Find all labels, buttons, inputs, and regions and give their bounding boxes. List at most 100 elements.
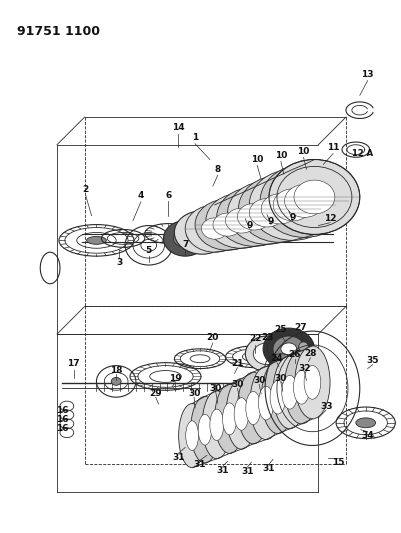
- Text: 12: 12: [323, 214, 336, 223]
- Text: 28: 28: [304, 349, 316, 358]
- Text: 22: 22: [248, 335, 261, 343]
- Ellipse shape: [253, 343, 280, 365]
- Text: 31: 31: [172, 453, 184, 462]
- Text: 17: 17: [67, 359, 80, 368]
- Ellipse shape: [185, 205, 244, 252]
- Ellipse shape: [303, 366, 320, 399]
- Text: 29: 29: [149, 389, 162, 398]
- Text: 19: 19: [169, 374, 181, 383]
- Text: 9: 9: [289, 213, 295, 222]
- Text: 16: 16: [56, 407, 68, 416]
- Ellipse shape: [209, 409, 223, 440]
- Ellipse shape: [237, 372, 268, 444]
- Ellipse shape: [214, 384, 244, 454]
- Text: 26: 26: [288, 350, 300, 359]
- Text: 18: 18: [109, 366, 122, 375]
- Text: 31: 31: [216, 466, 229, 475]
- Ellipse shape: [281, 375, 297, 409]
- Text: 3: 3: [116, 257, 122, 266]
- Text: 30: 30: [274, 374, 286, 383]
- Text: 13: 13: [360, 70, 373, 79]
- Ellipse shape: [225, 208, 257, 233]
- Ellipse shape: [194, 199, 259, 250]
- Text: 15: 15: [331, 458, 344, 467]
- Text: 32: 32: [298, 364, 310, 373]
- Ellipse shape: [245, 336, 288, 372]
- Ellipse shape: [202, 391, 231, 459]
- Ellipse shape: [86, 237, 106, 244]
- Ellipse shape: [238, 175, 320, 243]
- Text: 16: 16: [56, 424, 68, 433]
- Ellipse shape: [173, 230, 196, 247]
- Ellipse shape: [227, 181, 306, 244]
- Ellipse shape: [237, 204, 270, 230]
- Text: 30: 30: [252, 376, 265, 385]
- Ellipse shape: [186, 220, 217, 245]
- Circle shape: [298, 342, 308, 352]
- Text: 16: 16: [56, 415, 68, 424]
- Ellipse shape: [269, 381, 285, 414]
- Ellipse shape: [213, 213, 242, 236]
- Ellipse shape: [245, 391, 260, 425]
- Ellipse shape: [261, 361, 294, 434]
- Text: 31: 31: [193, 460, 206, 469]
- Ellipse shape: [272, 336, 304, 362]
- Text: 10: 10: [250, 155, 263, 164]
- Ellipse shape: [258, 386, 273, 420]
- Ellipse shape: [222, 403, 236, 435]
- Text: 9: 9: [267, 217, 273, 226]
- Ellipse shape: [249, 367, 282, 440]
- Ellipse shape: [198, 414, 211, 445]
- Text: 25: 25: [274, 325, 286, 334]
- Ellipse shape: [163, 221, 207, 256]
- Text: 33: 33: [319, 401, 332, 410]
- Text: 10: 10: [274, 151, 286, 160]
- Text: 2: 2: [82, 184, 89, 193]
- Ellipse shape: [205, 193, 276, 248]
- Text: 27: 27: [294, 322, 306, 332]
- Ellipse shape: [233, 398, 248, 430]
- Ellipse shape: [185, 421, 198, 450]
- Ellipse shape: [284, 184, 324, 217]
- Text: 35: 35: [365, 356, 378, 365]
- Text: 31: 31: [262, 464, 275, 473]
- Ellipse shape: [242, 352, 265, 362]
- Text: 6: 6: [165, 190, 171, 199]
- Text: 4: 4: [137, 191, 144, 200]
- Text: 14: 14: [172, 124, 184, 132]
- Text: 23: 23: [260, 333, 273, 342]
- Ellipse shape: [263, 328, 314, 369]
- Text: 20: 20: [206, 333, 219, 342]
- Text: 31: 31: [241, 466, 253, 475]
- Ellipse shape: [249, 199, 284, 227]
- Ellipse shape: [216, 187, 291, 246]
- Text: 5: 5: [145, 246, 152, 255]
- Ellipse shape: [178, 403, 205, 467]
- Ellipse shape: [294, 346, 329, 419]
- Text: 24: 24: [270, 354, 283, 363]
- Ellipse shape: [280, 343, 296, 355]
- Ellipse shape: [355, 418, 375, 428]
- Text: 30: 30: [209, 384, 221, 393]
- Text: 1: 1: [192, 133, 198, 142]
- Text: 12 A: 12 A: [351, 149, 373, 158]
- Ellipse shape: [201, 218, 227, 239]
- Ellipse shape: [293, 180, 334, 214]
- Ellipse shape: [174, 211, 229, 254]
- Text: 30: 30: [187, 389, 200, 398]
- Text: 10: 10: [297, 147, 309, 156]
- Ellipse shape: [284, 351, 318, 424]
- Text: 91751 1100: 91751 1100: [16, 26, 99, 38]
- Ellipse shape: [293, 370, 309, 404]
- Ellipse shape: [272, 356, 306, 429]
- Ellipse shape: [111, 377, 121, 385]
- Text: 7: 7: [182, 240, 188, 249]
- Ellipse shape: [225, 378, 256, 449]
- Text: 21: 21: [231, 359, 243, 368]
- Ellipse shape: [268, 159, 359, 235]
- Text: 34: 34: [360, 431, 373, 440]
- Text: 11: 11: [326, 143, 338, 152]
- Ellipse shape: [261, 193, 298, 224]
- Ellipse shape: [273, 189, 312, 221]
- Text: 9: 9: [245, 221, 252, 230]
